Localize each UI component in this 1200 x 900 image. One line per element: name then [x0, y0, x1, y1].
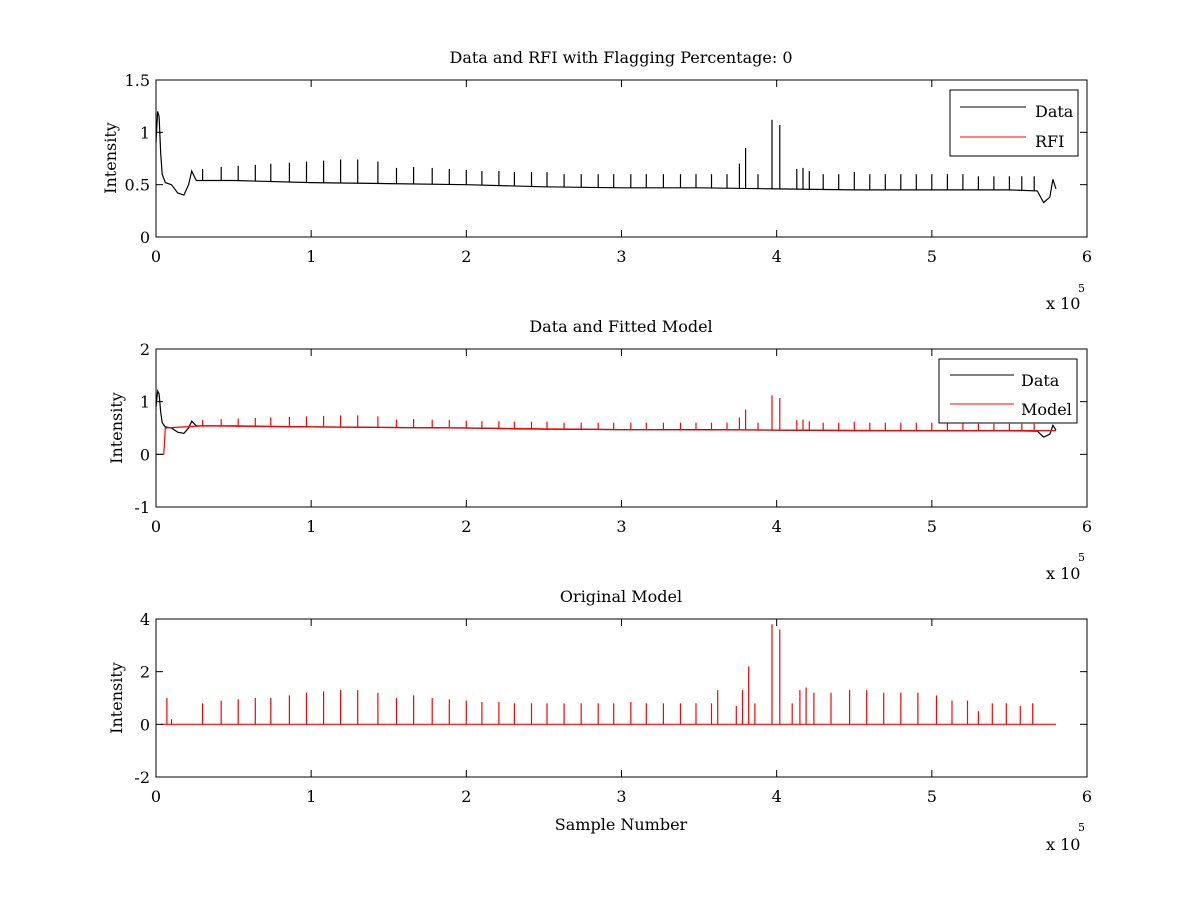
y-tick-label: 4 — [140, 610, 150, 629]
subplot-1: Data and RFI with Flagging Percentage: 0… — [101, 48, 1092, 313]
subplot-1-lines — [155, 111, 1057, 204]
x-tick-label: 0 — [151, 517, 161, 536]
subplot-2-title: Data and Fitted Model — [529, 317, 712, 336]
x-tick-label: 0 — [151, 787, 161, 806]
x-tick-label: 6 — [1082, 247, 1092, 266]
subplot-3-ylabel: Intensity — [107, 662, 126, 734]
legend-data-label: Data — [1035, 102, 1074, 121]
y-tick-label: 0.5 — [125, 176, 150, 195]
subplot-3-title: Original Model — [560, 587, 682, 606]
x-tick-label: 4 — [772, 247, 782, 266]
subplot-1-ticks: 0 1 2 3 4 5 6 0 0.5 1 1.5 — [125, 71, 1093, 266]
subplot-3-x-exponent-base: x 10 — [1046, 835, 1080, 854]
subplot-3-xlabel: Sample Number — [555, 815, 688, 834]
subplot-1-legend: Data RFI — [949, 89, 1079, 157]
y-tick-label: 0 — [140, 228, 150, 247]
subplot-2-legend: Data Model — [938, 358, 1078, 424]
subplot-1-legend-box — [949, 89, 1079, 157]
x-tick-label: 3 — [616, 517, 626, 536]
legend-rfi-label: RFI — [1035, 132, 1064, 151]
subplot-1-x-exponent-power: 5 — [1078, 282, 1085, 295]
subplot-3-x-exponent-power: 5 — [1078, 821, 1085, 834]
x-tick-label: 1 — [306, 787, 316, 806]
x-tick-label: 6 — [1082, 787, 1092, 806]
legend-model-label: Model — [1021, 400, 1072, 419]
subplot-1-axes-box — [155, 79, 1088, 238]
subplot-3-lines — [160, 624, 1056, 725]
x-tick-label: 0 — [151, 247, 161, 266]
x-tick-label: 2 — [461, 787, 471, 806]
y-tick-label: -1 — [134, 498, 150, 517]
x-tick-label: 6 — [1082, 517, 1092, 536]
y-tick-label: 1 — [140, 393, 150, 412]
x-tick-label: 2 — [461, 517, 471, 536]
x-tick-label: 4 — [772, 787, 782, 806]
y-tick-label: 2 — [140, 340, 150, 359]
subplot-2-x-exponent-power: 5 — [1078, 551, 1085, 564]
subplot-1-x-exponent-base: x 10 — [1046, 294, 1080, 313]
subplot-1-ylabel: Intensity — [101, 122, 120, 194]
subplot-2-legend-box — [938, 358, 1078, 424]
subplot-2-ylabel: Intensity — [107, 392, 126, 464]
x-tick-label: 5 — [927, 517, 937, 536]
x-tick-label: 3 — [616, 787, 626, 806]
x-tick-label: 4 — [772, 517, 782, 536]
subplot-2: Data and Fitted Model Intensity 0 1 2 3 4 5 6 -… — [107, 317, 1092, 583]
y-tick-label: 2 — [140, 663, 150, 682]
subplot-3-axes-box — [155, 618, 1088, 778]
series-data-line — [155, 111, 1057, 204]
y-tick-label: 1.5 — [125, 71, 150, 90]
x-tick-label: 5 — [927, 787, 937, 806]
x-tick-label: 1 — [306, 247, 316, 266]
subplot-1-title: Data and RFI with Flagging Percentage: 0 — [449, 48, 792, 67]
y-tick-label: 0 — [140, 445, 150, 464]
series-model-line — [156, 425, 1056, 455]
legend-data-label: Data — [1021, 371, 1060, 390]
y-tick-label: 1 — [140, 123, 150, 142]
subplot-2-lines — [155, 389, 1057, 455]
x-tick-label: 3 — [616, 247, 626, 266]
x-tick-label: 2 — [461, 247, 471, 266]
x-tick-label: 5 — [927, 247, 937, 266]
y-tick-label: -2 — [134, 768, 150, 787]
x-tick-label: 1 — [306, 517, 316, 536]
subplot-2-x-exponent-base: x 10 — [1046, 564, 1080, 583]
y-tick-label: 0 — [140, 715, 150, 734]
